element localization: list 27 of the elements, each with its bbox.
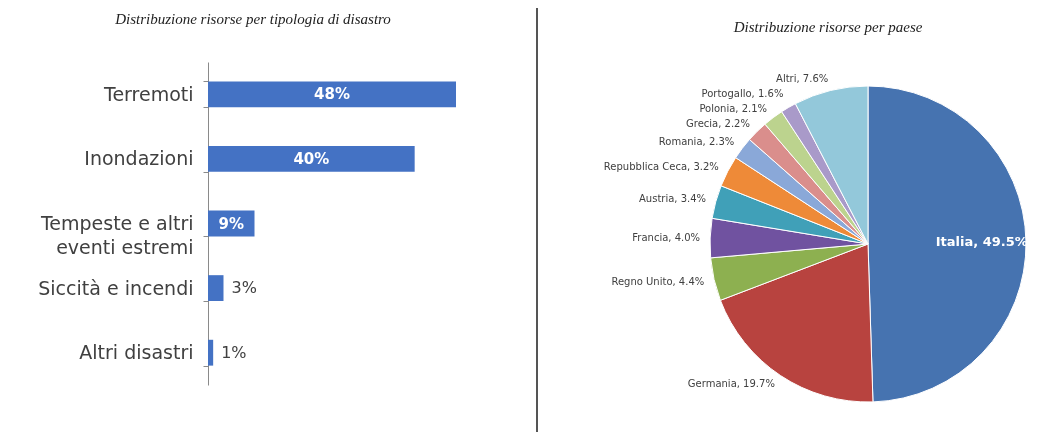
data-label: 48% [314,85,350,104]
y-tick-label: Siccità e incendi [38,276,194,299]
slice-label: Germania, 19.7% [687,377,775,389]
slice-label: Austria, 3.4% [639,193,707,205]
slice-label: Repubblica Ceca, 3.2% [603,160,719,172]
data-label: 40% [293,149,330,168]
slice-label: Regno Unito, 4.4% [611,275,705,287]
slice-label: Francia, 4.0% [632,231,701,243]
data-label: 9% [218,214,244,233]
slice-label: Grecia, 2.2% [685,118,750,130]
slice-label: Altri, 7.6% [776,73,829,85]
bar [208,81,456,108]
y-tick-label: Inondazioni [84,147,194,170]
bar [208,275,224,302]
bar [208,339,214,366]
chart-title: Distribuzione risorse per paese [732,19,923,36]
y-tick-label: Terremoti [103,82,194,105]
slice-label: Romania, 2.3% [658,136,735,148]
data-label: 1% [221,342,247,362]
data-label: 3% [231,278,257,298]
slice-label: Polonia, 2.1% [699,103,768,115]
y-tick-label: Altri disastri [79,341,194,364]
slice-label: Italia, 49.5% [935,234,1028,250]
slice-label: Portogallo, 1.6% [701,88,784,100]
bar [208,145,415,172]
chart-title: Distribuzione risorse per tipologia di disastro [114,11,392,27]
y-tick-label: Tempeste e altri eventi estremi [39,212,194,258]
